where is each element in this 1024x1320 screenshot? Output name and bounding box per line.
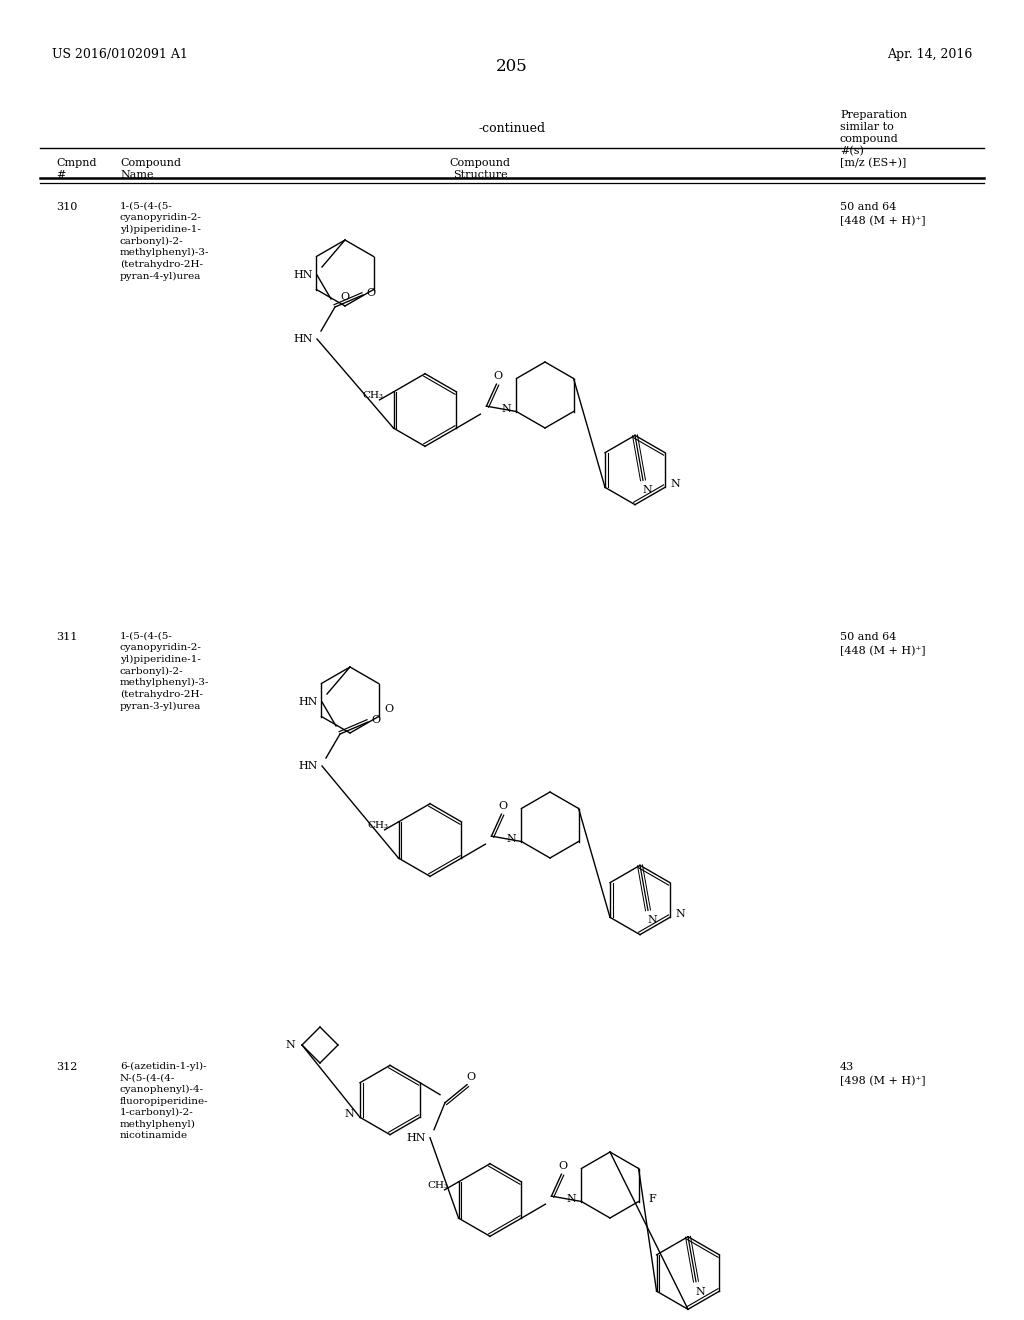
Text: CH₃: CH₃: [428, 1181, 449, 1191]
Text: Name: Name: [120, 170, 154, 180]
Text: 43
[498 (M + H)⁺]: 43 [498 (M + H)⁺]: [840, 1063, 926, 1086]
Text: Cmpnd: Cmpnd: [56, 158, 96, 168]
Text: HN: HN: [407, 1133, 426, 1143]
Text: HN: HN: [299, 762, 318, 771]
Text: 1-(5-(4-(5-
cyanopyridin-2-
yl)piperidine-1-
carbonyl)-2-
methylphenyl)-3-
(tetr: 1-(5-(4-(5- cyanopyridin-2- yl)piperidin…: [120, 632, 210, 710]
Text: CH₃: CH₃: [362, 391, 384, 400]
Text: O: O: [467, 1072, 475, 1081]
Text: Apr. 14, 2016: Apr. 14, 2016: [887, 48, 972, 61]
Text: Compound: Compound: [120, 158, 181, 168]
Text: O: O: [559, 1162, 568, 1171]
Text: Preparation: Preparation: [840, 110, 907, 120]
Text: O: O: [385, 704, 393, 714]
Text: 312: 312: [56, 1063, 78, 1072]
Text: 50 and 64
[448 (M + H)⁺]: 50 and 64 [448 (M + H)⁺]: [840, 202, 926, 227]
Text: #(s): #(s): [840, 147, 864, 156]
Text: CH₃: CH₃: [368, 821, 388, 830]
Text: N: N: [566, 1193, 577, 1204]
Text: [m/z (ES+)]: [m/z (ES+)]: [840, 158, 906, 169]
Text: O: O: [340, 292, 349, 302]
Text: N: N: [675, 909, 685, 919]
Text: N: N: [695, 1287, 705, 1296]
Text: N: N: [344, 1109, 354, 1119]
Text: HN: HN: [294, 271, 313, 280]
Text: compound: compound: [840, 135, 899, 144]
Text: 310: 310: [56, 202, 78, 213]
Text: HN: HN: [294, 334, 313, 345]
Text: N: N: [642, 486, 652, 495]
Text: N: N: [507, 833, 516, 843]
Text: -continued: -continued: [478, 121, 546, 135]
Text: US 2016/0102091 A1: US 2016/0102091 A1: [52, 48, 187, 61]
Text: O: O: [499, 801, 508, 812]
Text: N: N: [286, 1040, 295, 1049]
Text: N: N: [670, 479, 680, 490]
Text: F: F: [648, 1193, 656, 1204]
Text: Compound: Compound: [450, 158, 511, 168]
Text: 1-(5-(4-(5-
cyanopyridin-2-
yl)piperidine-1-
carbonyl)-2-
methylphenyl)-3-
(tetr: 1-(5-(4-(5- cyanopyridin-2- yl)piperidin…: [120, 202, 210, 281]
Text: 205: 205: [496, 58, 528, 75]
Text: similar to: similar to: [840, 121, 894, 132]
Text: 50 and 64
[448 (M + H)⁺]: 50 and 64 [448 (M + H)⁺]: [840, 632, 926, 656]
Text: O: O: [494, 371, 503, 381]
Text: HN: HN: [299, 697, 318, 708]
Text: O: O: [372, 715, 381, 725]
Text: N: N: [647, 915, 656, 925]
Text: 6-(azetidin-1-yl)-
N-(5-(4-(4-
cyanophenyl)-4-
fluoropiperidine-
1-carbonyl)-2-
: 6-(azetidin-1-yl)- N-(5-(4-(4- cyanophen…: [120, 1063, 209, 1140]
Text: O: O: [367, 288, 376, 298]
Text: N: N: [502, 404, 511, 413]
Text: 311: 311: [56, 632, 78, 642]
Text: #: #: [56, 170, 66, 180]
Text: Structure: Structure: [453, 170, 507, 180]
